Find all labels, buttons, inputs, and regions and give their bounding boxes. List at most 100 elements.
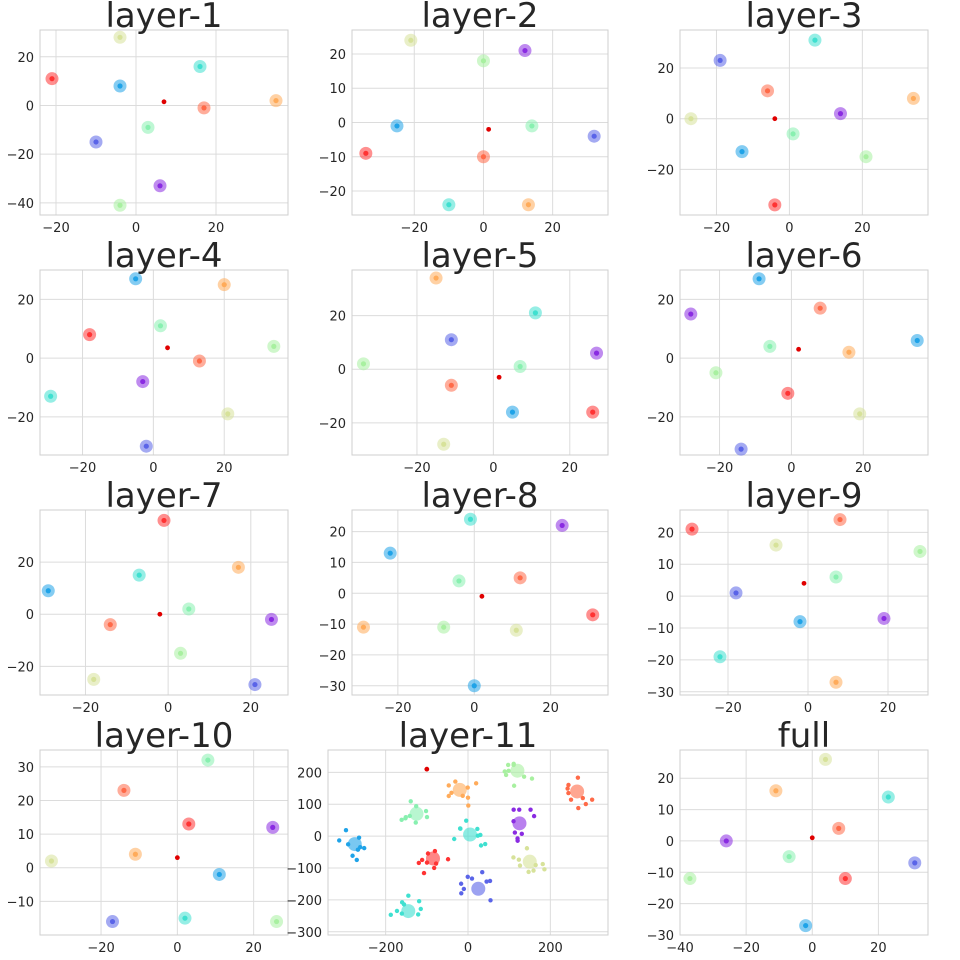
scatter-point <box>786 854 792 860</box>
y-tick-label: −30 <box>319 680 346 695</box>
y-tick-label: 20 <box>657 293 674 308</box>
scatter-point <box>767 343 773 349</box>
cluster-point <box>506 768 511 774</box>
scatter-point <box>132 851 138 857</box>
x-tick-label: 0 <box>149 461 157 476</box>
scatter-point <box>117 202 123 208</box>
cluster-point <box>354 857 359 863</box>
scatter-point <box>456 578 462 584</box>
scatter-point <box>885 794 891 800</box>
scatter-point <box>448 382 454 388</box>
cluster-point <box>580 795 586 801</box>
scatter-point <box>525 202 532 208</box>
cluster-point <box>531 813 537 819</box>
cluster-point <box>475 833 481 838</box>
scatter-point <box>517 575 523 581</box>
cluster-point <box>519 831 524 837</box>
subplot-11: −200 0 200 200 100 0 −100 −200 −300 layer-11 <box>286 716 609 956</box>
scatter-point <box>177 650 184 656</box>
scatter-point <box>394 123 400 129</box>
cluster-point <box>446 783 451 788</box>
scatter-point <box>441 624 447 630</box>
cluster-point <box>432 848 438 854</box>
scatter-point <box>688 311 694 317</box>
scatter-point <box>785 390 791 396</box>
x-tick-label: 20 <box>245 941 262 956</box>
scatter-point <box>833 679 839 685</box>
cluster-point <box>421 870 427 876</box>
cluster-centroid <box>401 904 416 919</box>
scatter-point <box>717 57 723 64</box>
y-tick-label: 20 <box>17 293 34 308</box>
cluster-point <box>431 865 437 871</box>
cluster-point <box>511 761 516 766</box>
subplot-title: layer-1 <box>105 0 222 36</box>
cluster-point <box>515 838 520 843</box>
y-tick-label: −10 <box>7 895 34 910</box>
scatter-point <box>522 47 528 54</box>
x-tick-label: −20 <box>384 701 411 716</box>
y-tick-label: 20 <box>17 51 34 66</box>
scatter-point <box>517 363 523 370</box>
x-tick-label: 20 <box>855 461 872 476</box>
scatter-point <box>121 787 127 793</box>
y-tick-label: 200 <box>297 766 322 781</box>
scatter-point <box>107 622 113 628</box>
cluster-point <box>337 838 342 843</box>
subplot-title: layer-8 <box>421 476 538 516</box>
cluster-point <box>576 805 581 811</box>
x-tick-label: −20 <box>87 941 114 956</box>
cluster-point <box>502 769 507 774</box>
cluster-centroid <box>409 806 424 821</box>
scatter-point <box>713 370 719 376</box>
scatter-point <box>433 275 439 281</box>
scatter-point <box>803 922 809 929</box>
cluster-point <box>565 786 570 791</box>
cluster-point <box>424 814 430 820</box>
cluster-point <box>407 813 412 819</box>
cluster-point <box>511 783 517 788</box>
scatter-point <box>772 202 778 208</box>
scatter-point <box>790 131 796 137</box>
scatter-point <box>833 574 839 580</box>
cluster-centroid <box>522 854 537 869</box>
cluster-point <box>345 842 351 847</box>
scatter-point <box>360 624 367 630</box>
scatter-point <box>513 627 519 633</box>
scatter-point <box>360 361 367 367</box>
subplot-title: layer-9 <box>745 476 862 516</box>
center-marker <box>479 593 485 599</box>
scatter-point <box>797 619 803 625</box>
x-tick-label: 20 <box>562 461 579 476</box>
scatter-point <box>817 305 823 311</box>
x-tick-label: −20 <box>732 941 759 956</box>
cluster-point <box>511 819 516 824</box>
cluster-point <box>343 828 349 833</box>
x-tick-label: 0 <box>479 221 487 236</box>
y-tick-label: −200 <box>286 894 322 909</box>
center-marker <box>486 126 492 132</box>
cluster-point <box>465 874 470 879</box>
cluster-point <box>484 879 489 884</box>
y-tick-label: 0 <box>666 835 674 850</box>
x-tick-label: 0 <box>132 221 140 236</box>
scatter-point <box>448 337 454 343</box>
x-tick-label: −20 <box>72 701 99 716</box>
subplot-title: full <box>778 716 830 756</box>
subplot-3: −20 0 20 20 0 −20 layer-3 <box>647 0 929 236</box>
scatter-point <box>509 409 516 415</box>
plot-frame <box>679 509 929 696</box>
y-tick-label: −20 <box>7 660 34 675</box>
cluster-point <box>566 782 571 788</box>
scatter-point <box>912 860 918 866</box>
cluster-point <box>399 911 405 916</box>
scatter-point <box>837 111 844 117</box>
y-tick-label: 0 <box>338 117 346 132</box>
scatter-point <box>225 411 231 417</box>
scatter-point <box>271 343 277 349</box>
scatter-point <box>196 358 203 364</box>
scatter-point <box>186 821 192 827</box>
x-tick-label: −20 <box>42 221 69 236</box>
scatter-point <box>739 149 745 155</box>
cluster-point <box>413 820 418 825</box>
